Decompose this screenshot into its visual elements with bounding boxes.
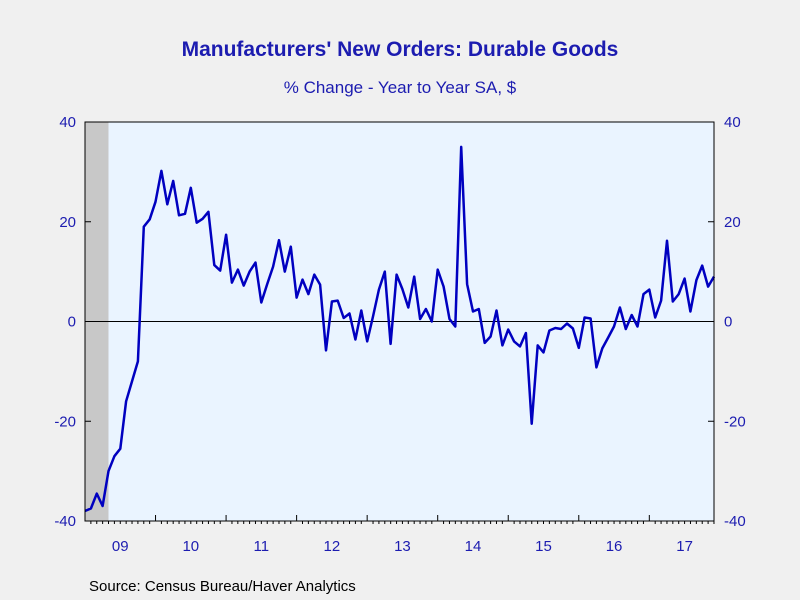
source-note: Source: Census Bureau/Haver Analytics	[89, 578, 356, 595]
y-tick-label-left: -40	[54, 513, 76, 530]
y-tick-label-right: 20	[724, 214, 741, 231]
x-tick-label: 14	[465, 538, 482, 555]
plot-frame	[84, 121, 715, 522]
y-tick-label-left: 0	[68, 314, 76, 331]
y-tick-label-left: 20	[59, 214, 76, 231]
x-tick-label: 16	[606, 538, 623, 555]
chart-subtitle: % Change - Year to Year SA, $	[283, 78, 517, 97]
y-tick-label-right: 0	[724, 314, 732, 331]
y-tick-label-left: -20	[54, 413, 76, 430]
y-tick-label-right: -40	[724, 513, 746, 530]
y-tick-label-right: 40	[724, 114, 741, 131]
series-line	[84, 145, 716, 513]
chart-title: Manufacturers' New Orders: Durable Goods	[181, 38, 619, 61]
x-tick-label: 15	[535, 538, 552, 555]
x-tick-label: 13	[394, 538, 411, 555]
x-tick-label: 17	[676, 538, 693, 555]
y-tick-label-right: -20	[724, 413, 746, 430]
x-tick-label: 09	[112, 538, 129, 555]
x-tick-label: 11	[254, 538, 270, 555]
y-tick-label-left: 40	[59, 114, 76, 131]
x-tick-label: 12	[324, 538, 341, 555]
x-tick-label: 10	[182, 538, 199, 555]
